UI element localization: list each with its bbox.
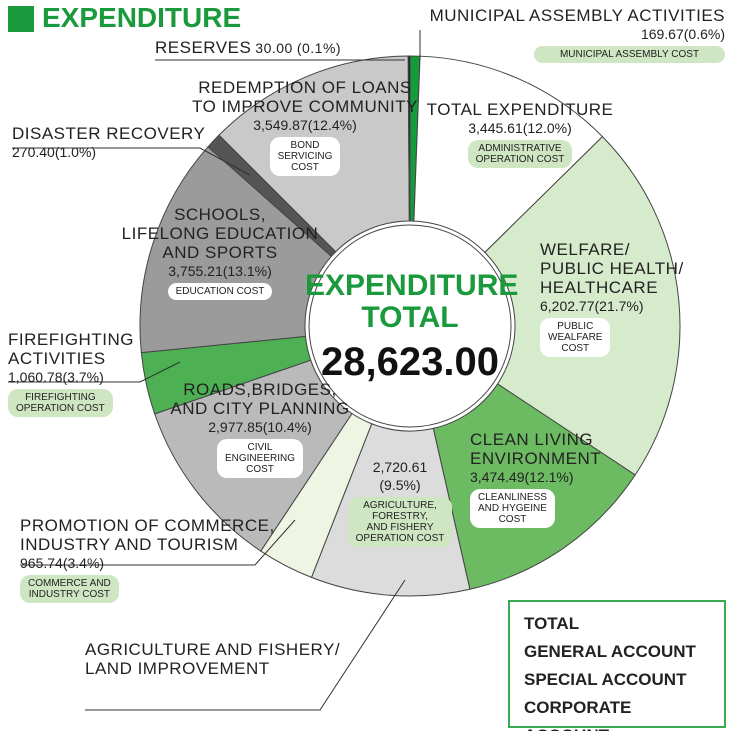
segment-label: REDEMPTION OF LOANS TO IMPROVE COMMUNITY… <box>185 78 425 176</box>
account-box: TOTAL GENERAL ACCOUNT SPECIAL ACCOUNT CORPO… <box>508 600 726 731</box>
value-label: 3,755.21 <box>168 263 223 279</box>
tag: CIVIL ENGINEERING COST <box>216 439 303 478</box>
value-line: 169.67(0.6%) <box>400 25 725 43</box>
account-item: CORPORATE ACCOUNT <box>524 698 632 731</box>
value-label: 2,720.61 <box>372 459 428 475</box>
percent-label: (13.1%) <box>222 263 272 279</box>
segment-label: FIREFIGHTING ACTIVITIES 1,060.78(3.7%) FIR… <box>8 330 158 417</box>
value-line: 3,445.61(12.0%) <box>420 119 620 137</box>
tag: ADMINISTRATIVE OPERATION COST <box>467 140 573 168</box>
value-label: 3,549.87 <box>253 117 308 133</box>
category-label: MUNICIPAL ASSEMBLY ACTIVITIES <box>429 6 725 25</box>
tag: EDUCATION COST <box>167 283 273 300</box>
value-label: 3,474.49 <box>470 469 525 485</box>
value-line: 3,474.49(12.1%) <box>470 468 630 486</box>
label-line: RESERVES 30.00 (0.1%) <box>155 38 415 57</box>
value-label: 1,060.78 <box>8 369 63 385</box>
segment-label: TOTAL EXPENDITURE 3,445.61(12.0%) ADMINIST… <box>420 100 620 168</box>
value-label: 6,202.77 <box>540 298 595 314</box>
value-line: 1,060.78(3.7%) <box>8 368 158 386</box>
percent-label: (10.4%) <box>262 419 312 435</box>
tag: MUNICIPAL ASSEMBLY COST <box>534 46 725 63</box>
leader-lines <box>8 30 421 711</box>
chart-title: EXPENDITURE <box>42 2 242 33</box>
segment-label: MUNICIPAL ASSEMBLY ACTIVITIES 169.67(0.6%… <box>400 6 725 63</box>
title-marker <box>8 6 34 32</box>
value-line: 6,202.77(21.7%) <box>540 297 710 315</box>
segment-label: DISASTER RECOVERY 270.40(1.0%) <box>12 124 232 161</box>
tag: FIREFIGHTING OPERATION COST <box>8 389 113 417</box>
slice <box>484 135 681 476</box>
leader <box>12 147 251 176</box>
value-label: 2,977.85 <box>208 419 263 435</box>
leader <box>20 519 296 566</box>
segment-label: ROADS,BRIDGES, AND CITY PLANNING 2,977.85… <box>170 380 350 478</box>
category-label: AGRICULTURE AND FISHERY/ LAND IMPROVEMEN… <box>85 640 341 678</box>
center: EXPENDITURE TOTAL 28,623.00 <box>305 269 519 385</box>
value-label: 30.00 <box>255 40 293 56</box>
account-item: TOTAL <box>524 614 580 633</box>
percent-label: (0.1%) <box>296 40 342 56</box>
category-label: SCHOOLS, LIFELONG EDUCATION AND SPORTS <box>121 205 319 262</box>
account-item: SPECIAL ACCOUNT <box>524 670 687 689</box>
center-label: EXPENDITURE TOTAL <box>305 269 519 334</box>
slice <box>407 55 411 222</box>
category-label: RESERVES <box>155 38 252 57</box>
account-item: GENERAL ACCOUNT <box>524 642 696 661</box>
segment-label: 2,720.61 (9.5%) AGRICULTURE, FORESTRY, AND… <box>320 458 480 547</box>
segment-label: CLEAN LIVING ENVIRONMENT 3,474.49(12.1%) C… <box>470 430 630 528</box>
tag: BOND SERVICING COST <box>269 137 341 176</box>
tag: CLEANLINESS AND HYGEINE COST <box>470 489 555 528</box>
value-line: 965.74(3.4%) <box>20 554 280 572</box>
value-line: 3,549.87(12.4%) <box>185 116 425 134</box>
category-label: WELFARE/ PUBLIC HEALTH/ HEALTHCARE <box>540 240 684 297</box>
category-label: CLEAN LIVING ENVIRONMENT <box>470 430 602 468</box>
category-label: TOTAL EXPENDITURE <box>426 100 614 119</box>
category-label: REDEMPTION OF LOANS TO IMPROVE COMMUNITY <box>192 78 418 116</box>
value-line: 2,977.85(10.4%) <box>170 418 350 436</box>
value-line: 270.40(1.0%) <box>12 143 232 161</box>
category-label: ROADS,BRIDGES, AND CITY PLANNING <box>170 380 350 418</box>
segment-label: RESERVES 30.00 (0.1%) <box>155 38 415 57</box>
percent-label: (12.0%) <box>522 120 572 136</box>
leader <box>85 579 406 711</box>
percent-label: (3.4%) <box>62 555 105 571</box>
percent-label: (1.0%) <box>54 144 97 160</box>
category-label: DISASTER RECOVERY <box>12 124 206 143</box>
total-label: 28,623.00 <box>321 340 499 384</box>
value-label: 169.67 <box>640 26 684 42</box>
percent-label: (12.4%) <box>307 117 357 133</box>
category-label: PROMOTION OF COMMERCE, INDUSTRY AND TOUR… <box>20 516 275 554</box>
segment-label: SCHOOLS, LIFELONG EDUCATION AND SPORTS 3,… <box>120 205 320 300</box>
tag: PUBLIC WEALFARE COST <box>540 318 611 357</box>
segment-label: PROMOTION OF COMMERCE, INDUSTRY AND TOUR… <box>20 516 280 603</box>
tag: AGRICULTURE, FORESTRY, AND FISHERY OPERA… <box>347 497 453 547</box>
percent-label: (9.5%) <box>379 477 421 493</box>
percent-label: (12.1%) <box>524 469 574 485</box>
value-line: 3,755.21(13.1%) <box>120 262 320 280</box>
value-line: 2,720.61 (9.5%) <box>320 458 480 494</box>
slice <box>139 146 333 354</box>
value-label: 965.74 <box>20 555 63 571</box>
center-hole <box>308 224 512 428</box>
leader <box>8 361 181 383</box>
percent-label: (21.7%) <box>594 298 644 314</box>
slice <box>432 383 636 590</box>
percent-label: (0.6%) <box>683 26 725 42</box>
value-label: 3,445.61 <box>468 120 523 136</box>
percent-label: (3.7%) <box>62 369 104 385</box>
tag: COMMERCE AND INDUSTRY COST <box>20 575 119 603</box>
segment-label: WELFARE/ PUBLIC HEALTH/ HEALTHCARE 6,202.… <box>540 240 710 357</box>
category-label: FIREFIGHTING ACTIVITIES <box>8 330 134 368</box>
value-label: 270.40 <box>12 144 55 160</box>
